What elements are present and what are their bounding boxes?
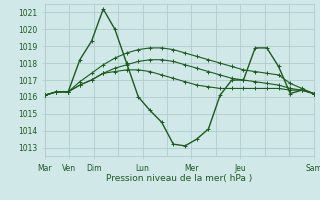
X-axis label: Pression niveau de la mer( hPa ): Pression niveau de la mer( hPa ) bbox=[106, 174, 252, 183]
